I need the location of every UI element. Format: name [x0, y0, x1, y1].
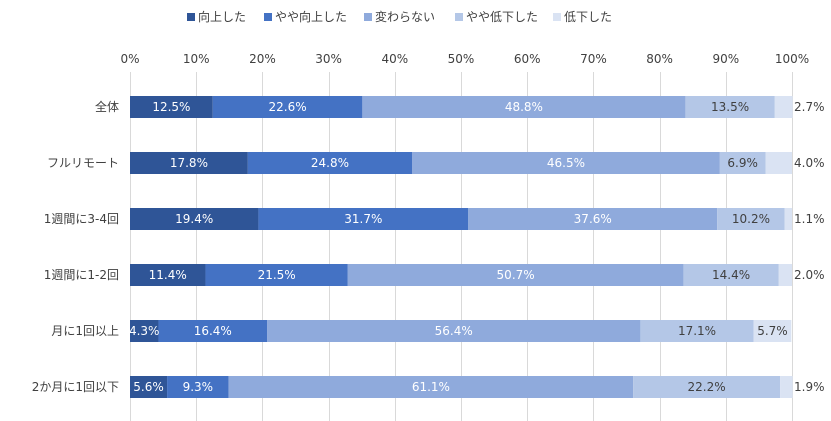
bar-segment — [683, 264, 779, 286]
data-label: 9.3% — [183, 380, 214, 394]
x-tick-label: 30% — [315, 52, 342, 66]
data-label: 19.4% — [175, 212, 213, 226]
data-label: 22.2% — [688, 380, 726, 394]
bar-segment — [167, 376, 229, 398]
x-tick-label: 90% — [712, 52, 739, 66]
x-tick-label: 50% — [448, 52, 475, 66]
data-label: 48.8% — [505, 100, 543, 114]
data-label: 10.2% — [732, 212, 770, 226]
bar-segment — [717, 208, 785, 230]
bar-segment — [130, 152, 248, 174]
bar-segment — [130, 320, 159, 342]
bar-segment — [640, 320, 754, 342]
data-label: 17.8% — [170, 156, 208, 170]
bar-segment — [130, 208, 259, 230]
legend-swatch — [364, 13, 372, 21]
category-label: フルリモート — [47, 156, 119, 170]
data-label: 24.8% — [311, 156, 349, 170]
bar-segment — [719, 152, 766, 174]
data-label: 56.4% — [435, 324, 473, 338]
data-label: 4.0% — [794, 156, 825, 170]
data-label: 2.0% — [794, 268, 825, 282]
data-label: 37.6% — [574, 212, 612, 226]
category-label: 全体 — [95, 99, 119, 114]
x-tick-label: 20% — [249, 52, 276, 66]
legend-swatch — [553, 13, 561, 21]
bar-segment — [468, 208, 718, 230]
bar-segment — [633, 376, 781, 398]
bar-segment — [765, 152, 792, 174]
data-label: 12.5% — [152, 100, 190, 114]
legend-swatch — [455, 13, 463, 21]
chart-legend: 向上した やや向上した 変わらない やや低下した 低下した — [187, 9, 612, 24]
data-label: 46.5% — [547, 156, 585, 170]
bar-segment — [205, 264, 348, 286]
data-label: 11.4% — [149, 268, 187, 282]
legend-swatch — [187, 13, 195, 21]
data-label: 2.7% — [794, 100, 825, 114]
legend-label: 向上した — [198, 9, 246, 24]
bar-segment — [412, 152, 720, 174]
legend-label: やや向上した — [275, 9, 347, 24]
bar-segment — [753, 320, 792, 342]
data-labels: 12.5% 22.6% 48.8% 13.5% 2.7% 17.8% 24.8% 46.5% 6… — [129, 100, 825, 394]
bar-segment — [130, 96, 213, 118]
bar-segment — [784, 208, 792, 230]
x-tick-label: 40% — [381, 52, 408, 66]
data-label: 16.4% — [194, 324, 232, 338]
data-label: 17.1% — [678, 324, 716, 338]
data-label: 1.1% — [794, 212, 825, 226]
bar-segment — [362, 96, 686, 118]
bar-segment — [228, 376, 634, 398]
bar-segment — [247, 152, 413, 174]
bar-segment — [258, 208, 469, 230]
category-label: 1週間に3-4回 — [44, 212, 119, 226]
bar-segment — [158, 320, 268, 342]
data-label: 31.7% — [344, 212, 382, 226]
x-tick-label: 70% — [580, 52, 607, 66]
data-label: 4.3% — [129, 324, 160, 338]
bar-segment — [685, 96, 775, 118]
category-label: 2か月に1回以下 — [32, 380, 119, 394]
legend-label: 変わらない — [375, 9, 435, 24]
data-label: 5.7% — [757, 324, 788, 338]
bar-segment — [267, 320, 641, 342]
bar-segment — [780, 376, 793, 398]
bar-segment — [778, 264, 792, 286]
x-tick-label: 0% — [120, 52, 139, 66]
data-label: 13.5% — [711, 100, 749, 114]
data-label: 5.6% — [133, 380, 164, 394]
legend-label: 低下した — [564, 10, 612, 24]
bar-segment — [774, 96, 793, 118]
x-tick-label: 80% — [646, 52, 673, 66]
data-label: 6.9% — [727, 156, 758, 170]
x-tick-label: 60% — [514, 52, 541, 66]
bar-segment — [130, 376, 168, 398]
data-label: 22.6% — [268, 100, 306, 114]
legend-swatch — [264, 13, 272, 21]
data-label: 50.7% — [497, 268, 535, 282]
data-label: 61.1% — [412, 380, 450, 394]
x-tick-label: 100% — [775, 52, 809, 66]
data-label: 21.5% — [258, 268, 296, 282]
category-label: 月に1回以上 — [51, 324, 119, 338]
legend-label: やや低下した — [466, 10, 538, 24]
chart-bars — [130, 96, 793, 398]
data-label: 14.4% — [712, 268, 750, 282]
x-axis-tick-labels: 0% 10% 20% 30% 40% 50% 60% 70% 80% 90% 100% — [120, 52, 809, 66]
bar-segment — [347, 264, 684, 286]
chart-gridlines — [130, 72, 793, 421]
x-tick-label: 10% — [183, 52, 210, 66]
bar-segment — [130, 264, 206, 286]
data-label: 1.9% — [794, 380, 825, 394]
bar-segment — [212, 96, 363, 118]
category-label: 1週間に1-2回 — [44, 268, 119, 282]
